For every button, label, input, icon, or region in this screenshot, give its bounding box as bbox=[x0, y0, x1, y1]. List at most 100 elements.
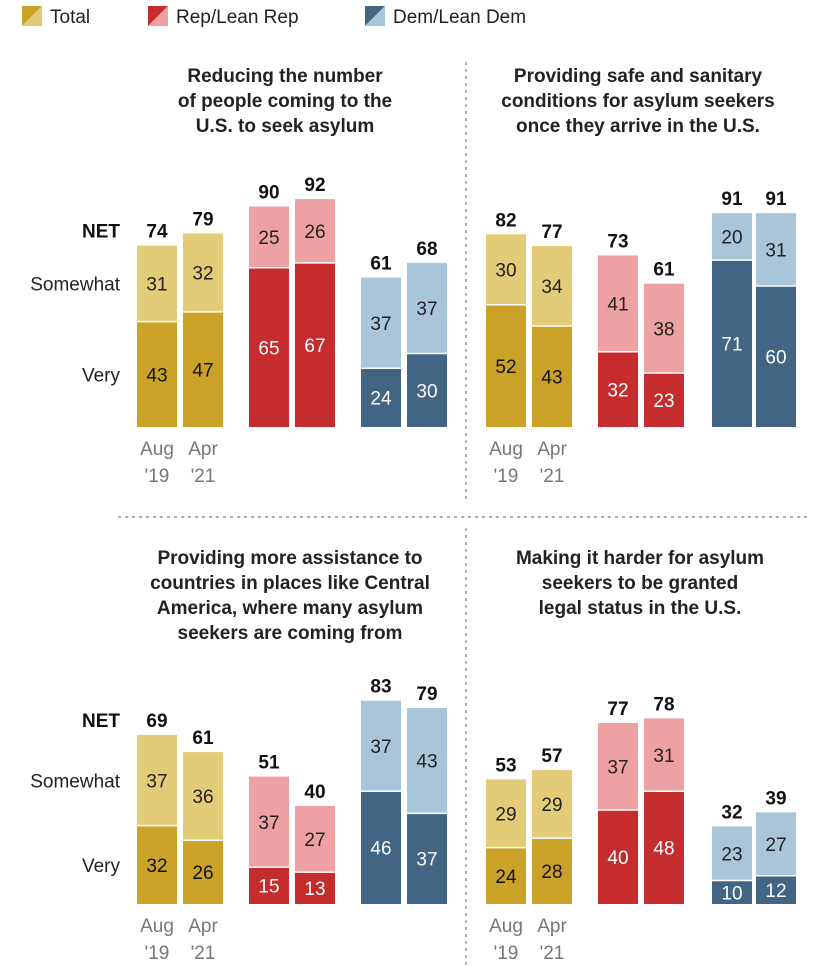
bar-very bbox=[361, 791, 401, 904]
bar-very bbox=[249, 867, 289, 904]
label-net: 57 bbox=[541, 746, 562, 767]
bar-somewhat bbox=[756, 812, 796, 876]
label-somewhat: 27 bbox=[765, 835, 786, 856]
bar-very bbox=[407, 813, 447, 904]
bar-somewhat bbox=[712, 826, 752, 881]
label-very: 65 bbox=[258, 338, 279, 359]
label-net: 61 bbox=[192, 728, 214, 749]
bar-very bbox=[486, 847, 526, 904]
bar-very bbox=[598, 351, 638, 427]
label-somewhat: 31 bbox=[653, 746, 674, 767]
bar-very bbox=[137, 321, 177, 427]
label-somewhat: 37 bbox=[370, 314, 391, 335]
bar-somewhat bbox=[183, 233, 223, 312]
rep-swatch-icon bbox=[148, 6, 168, 26]
bar-somewhat bbox=[137, 734, 177, 826]
bar-somewhat bbox=[644, 718, 684, 792]
label-net: 83 bbox=[370, 677, 391, 698]
label-somewhat: 37 bbox=[258, 813, 279, 834]
label-net: 73 bbox=[607, 231, 628, 252]
label-net: 90 bbox=[258, 183, 279, 204]
bar-somewhat bbox=[486, 234, 526, 305]
row-label-very: Very bbox=[82, 365, 121, 386]
period-year: '21 bbox=[540, 943, 565, 964]
bar-somewhat bbox=[361, 277, 401, 369]
bar-very bbox=[486, 304, 526, 427]
bar-somewhat bbox=[249, 206, 289, 268]
total-swatch-icon bbox=[22, 6, 42, 26]
bar-somewhat bbox=[183, 752, 223, 841]
label-somewhat: 32 bbox=[192, 264, 213, 285]
label-net: 79 bbox=[192, 209, 213, 230]
bar-very bbox=[598, 810, 638, 904]
bar-very bbox=[295, 262, 335, 427]
label-somewhat: 37 bbox=[146, 771, 167, 792]
period-year: '19 bbox=[145, 466, 170, 487]
bar-somewhat bbox=[361, 700, 401, 792]
row-label-very: Very bbox=[82, 856, 121, 877]
period-month: Aug bbox=[140, 916, 174, 937]
bar-somewhat bbox=[712, 213, 752, 261]
bar-very bbox=[532, 325, 572, 427]
label-somewhat: 26 bbox=[304, 222, 325, 243]
label-net: 78 bbox=[653, 694, 674, 715]
row-label-net: NET bbox=[82, 711, 120, 732]
label-very: 13 bbox=[304, 879, 325, 900]
panel-2: Providing safe and sanitary conditions fo… bbox=[486, 66, 796, 487]
bar-very bbox=[137, 825, 177, 904]
label-very: 10 bbox=[721, 883, 742, 904]
panel-3: Providing more assistance to countries in… bbox=[30, 548, 447, 964]
label-somewhat: 20 bbox=[721, 228, 742, 249]
panel-title-line: Reducing the number bbox=[187, 66, 383, 87]
label-somewhat: 29 bbox=[495, 805, 516, 826]
label-somewhat: 37 bbox=[607, 758, 628, 779]
label-very: 32 bbox=[146, 856, 167, 877]
label-net: 53 bbox=[495, 755, 516, 776]
label-somewhat: 37 bbox=[416, 299, 437, 320]
bar-very bbox=[712, 880, 752, 904]
bar-very bbox=[712, 260, 752, 427]
bar-very bbox=[756, 875, 796, 904]
label-very: 32 bbox=[607, 380, 628, 401]
bar-somewhat bbox=[295, 806, 335, 873]
bar-somewhat bbox=[532, 770, 572, 839]
panel-title-line: countries in places like Central bbox=[150, 573, 430, 594]
row-label-somewhat: Somewhat bbox=[30, 771, 120, 792]
label-net: 40 bbox=[304, 782, 325, 803]
legend-label-rep: Rep/Lean Rep bbox=[176, 7, 299, 28]
bar-very bbox=[361, 368, 401, 427]
label-very: 26 bbox=[192, 863, 213, 884]
legend-item-dem: Dem/Lean Dem bbox=[365, 6, 526, 28]
period-month: Apr bbox=[537, 916, 567, 937]
panel-title-line: U.S. to seek asylum bbox=[196, 116, 374, 137]
period-year: '19 bbox=[494, 466, 519, 487]
panel-title-line: seekers to be granted bbox=[542, 573, 738, 594]
label-very: 30 bbox=[416, 381, 437, 402]
label-somewhat: 31 bbox=[765, 241, 786, 262]
bar-somewhat bbox=[407, 262, 447, 354]
label-net: 32 bbox=[721, 802, 742, 823]
legend-item-total: Total bbox=[22, 6, 90, 28]
label-net: 74 bbox=[146, 222, 168, 243]
label-very: 67 bbox=[304, 336, 325, 357]
bar-somewhat bbox=[486, 779, 526, 848]
label-somewhat: 36 bbox=[192, 787, 213, 808]
label-net: 77 bbox=[607, 699, 628, 720]
label-net: 39 bbox=[765, 788, 786, 809]
label-net: 79 bbox=[416, 684, 437, 705]
bar-somewhat bbox=[598, 255, 638, 352]
period-month: Apr bbox=[188, 916, 218, 937]
label-net: 82 bbox=[495, 210, 516, 231]
legend: Total Rep/Lean Rep Dem/Lean Dem bbox=[0, 0, 813, 40]
label-very: 28 bbox=[541, 862, 562, 883]
label-somewhat: 37 bbox=[370, 737, 391, 758]
label-net: 91 bbox=[721, 189, 743, 210]
label-very: 47 bbox=[192, 360, 213, 381]
label-very: 37 bbox=[416, 850, 437, 871]
label-somewhat: 41 bbox=[607, 295, 628, 316]
bar-very bbox=[756, 286, 796, 427]
label-very: 46 bbox=[370, 839, 391, 860]
period-year: '21 bbox=[191, 466, 216, 487]
label-very: 24 bbox=[370, 389, 392, 410]
panel-title-line: once they arrive in the U.S. bbox=[516, 116, 760, 137]
